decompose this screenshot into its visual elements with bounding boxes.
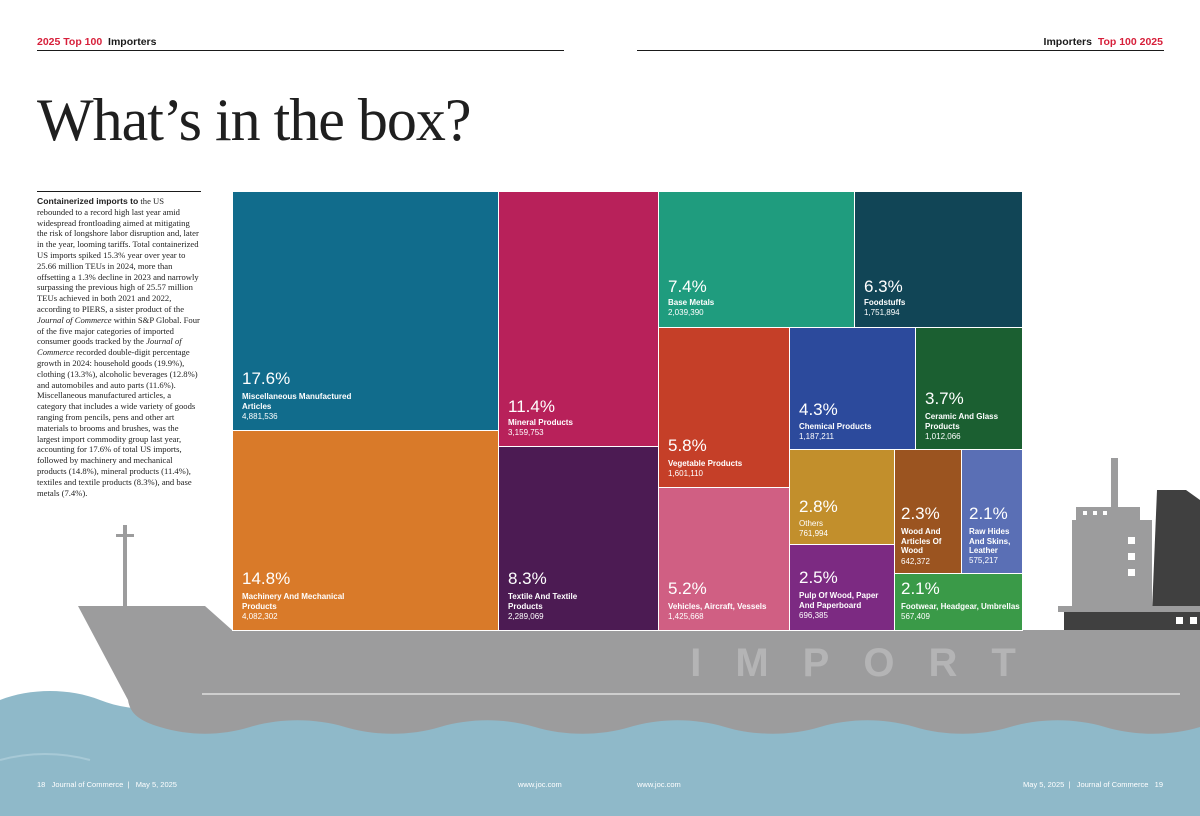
tile-percent: 2.8% — [799, 497, 838, 516]
hull-import-text: IMPORT — [690, 641, 1050, 685]
header-rule-left — [37, 50, 564, 51]
header-section-right: Importers — [1043, 36, 1092, 48]
tile-wood: 2.3% Wood And Articles Of Wood 642,372 — [894, 449, 962, 574]
tile-label: Chemical Products — [799, 422, 872, 431]
footer-date-right: May 5, 2025 — [1023, 780, 1065, 789]
tile-vehicles: 5.2% Vehicles, Aircraft, Vessels 1,425,6… — [658, 487, 790, 631]
tile-label: Base Metals — [668, 298, 715, 307]
ship-hull — [78, 606, 1200, 734]
tile-value: 567,409 — [901, 612, 930, 621]
ship-mast-crossbar — [116, 534, 134, 537]
ship-funnel — [1152, 490, 1200, 612]
tile-percent: 2.5% — [799, 568, 838, 587]
tile-percent: 6.3% — [864, 277, 903, 296]
tile-percent: 14.8% — [242, 569, 291, 588]
header-section-left: Importers — [108, 36, 157, 48]
tile-label: Vegetable Products — [668, 459, 743, 468]
intro-text-2: within S&P Global. Four of the five majo… — [37, 314, 200, 347]
intro-rule — [37, 191, 201, 192]
tile-label: Textile And Textile Products — [508, 592, 578, 611]
footer-page-number-left: 18 — [37, 780, 46, 789]
ship-stern-block — [1064, 612, 1200, 632]
tile-value: 575,217 — [969, 556, 998, 565]
tile-vegetable: 5.8% Vegetable Products 1,601,110 — [658, 327, 790, 488]
tile-textile: 8.3% Textile And Textile Products 2,289,… — [498, 446, 659, 631]
footer-url-left: www.joc.com — [518, 780, 562, 789]
tile-percent: 11.4% — [508, 397, 555, 416]
tile-label: Others — [799, 519, 824, 528]
tile-label: Machinery And Mechanical Products — [242, 592, 345, 611]
footer-date-left: May 5, 2025 — [135, 780, 177, 789]
header-right: Importers Top 100 2025 — [1044, 36, 1163, 48]
ship-deck-rail — [1058, 606, 1200, 612]
intro-text-3: recorded double-digit percentage growth … — [37, 347, 198, 498]
footer-url-right: www.joc.com — [637, 780, 681, 789]
tile-value: 1,012,066 — [925, 432, 961, 441]
tile-label: Footwear, Headgear, Umbrellas — [901, 602, 1020, 611]
tile-ceramic: 3.7% Ceramic And Glass Products 1,012,06… — [915, 327, 1023, 450]
tile-value: 696,385 — [799, 611, 828, 620]
intro-publication-1: Journal of Commerce — [37, 314, 112, 325]
intro-lead: Containerized imports to — [37, 196, 139, 206]
tile-value: 3,159,753 — [508, 428, 544, 437]
footer-page-number-right: 19 — [1154, 780, 1163, 789]
ship-bridge — [1072, 520, 1152, 610]
tile-value: 1,425,668 — [668, 612, 704, 621]
tile-chemical: 4.3% Chemical Products 1,187,211 — [789, 327, 916, 450]
tile-value: 1,751,894 — [864, 308, 900, 317]
tile-percent: 4.3% — [799, 400, 838, 419]
tile-footwear: 2.1% Footwear, Headgear, Umbrellas 567,4… — [894, 573, 1023, 631]
tile-percent: 17.6% — [242, 369, 291, 388]
tile-value: 4,082,302 — [242, 612, 278, 621]
tile-pulp: 2.5% Pulp Of Wood, Paper And Paperboard … — [789, 544, 895, 631]
tile-value: 4,881,536 — [242, 412, 278, 421]
footer-right: May 5, 2025 | Journal of Commerce 19 — [1023, 780, 1163, 789]
ship-bridge-top — [1076, 507, 1140, 521]
header-year-label-left: 2025 Top 100 — [37, 36, 103, 48]
tile-label: Mineral Products — [508, 418, 573, 427]
page-title: What’s in the box? — [37, 87, 472, 153]
intro-publication-2: Journal of Commerce — [37, 336, 182, 358]
tile-value: 761,994 — [799, 529, 828, 538]
tile-label: Miscellaneous Manufactured Articles — [242, 392, 352, 411]
tile-percent: 3.7% — [925, 389, 964, 408]
ship-mast — [123, 525, 127, 607]
tile-percent: 5.2% — [668, 579, 707, 598]
tile-value: 642,372 — [901, 557, 930, 566]
tile-value: 2,039,390 — [668, 308, 704, 317]
footer-publication-left: Journal of Commerce — [51, 780, 124, 789]
tile-label: Pulp Of Wood, Paper And Paperboard — [799, 591, 879, 610]
tile-percent: 2.1% — [969, 504, 1008, 523]
tile-value: 2,289,069 — [508, 612, 544, 621]
tile-mineral: 11.4% Mineral Products 3,159,753 — [498, 191, 659, 447]
header-year-label-right: Top 100 2025 — [1097, 36, 1163, 48]
footer-publication-right: Journal of Commerce — [1076, 780, 1149, 789]
tile-label: Ceramic And Glass Products — [925, 412, 999, 431]
tile-foodstuffs: 6.3% Foodstuffs 1,751,894 — [854, 191, 1023, 328]
tile-value: 1,601,110 — [668, 469, 703, 478]
tile-label: Foodstuffs — [864, 298, 906, 307]
tile-label: Raw Hides And Skins, Leather — [969, 527, 1011, 555]
tile-percent: 7.4% — [668, 277, 707, 296]
ship-antenna — [1111, 458, 1118, 508]
tile-percent: 8.3% — [508, 569, 547, 588]
intro-paragraph: Containerized imports to the US rebounde… — [37, 196, 201, 498]
header-left: 2025 Top 100 Importers — [37, 36, 156, 48]
tile-label: Wood And Articles Of Wood — [901, 527, 942, 555]
intro-text-1: the US rebounded to a record high last y… — [37, 196, 199, 314]
footer-left: 18 Journal of Commerce | May 5, 2025 — [37, 780, 177, 789]
tile-machinery: 14.8% Machinery And Mechanical Products … — [232, 430, 499, 631]
header-rule-right — [637, 50, 1164, 51]
tile-others: 2.8% Others 761,994 — [789, 449, 895, 545]
tile-percent: 5.8% — [668, 436, 707, 455]
tile-percent: 2.3% — [901, 504, 940, 523]
tile-misc: 17.6% Miscellaneous Manufactured Article… — [232, 191, 499, 431]
tile-raw-hides: 2.1% Raw Hides And Skins, Leather 575,21… — [961, 449, 1023, 574]
tile-percent: 2.1% — [901, 579, 940, 598]
tile-base-metals: 7.4% Base Metals 2,039,390 — [658, 191, 855, 328]
tile-label: Vehicles, Aircraft, Vessels — [668, 602, 767, 611]
tile-value: 1,187,211 — [799, 432, 834, 441]
